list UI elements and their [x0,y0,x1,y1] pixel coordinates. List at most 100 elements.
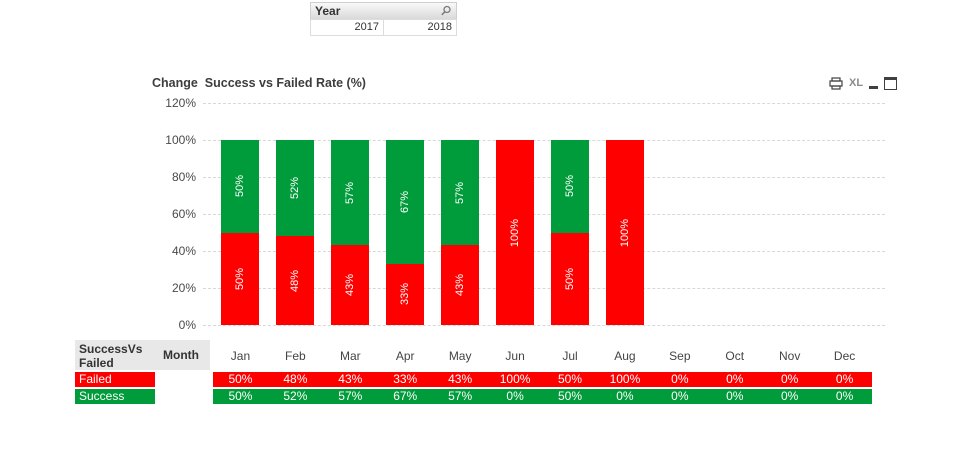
month-header-jun: Jun [505,349,525,363]
year-value-2018[interactable]: 2018 [383,20,456,35]
y-tick-label: 0% [178,318,196,332]
bar-segment-failed[interactable]: 43% [441,245,480,325]
stacked-bar-plot: 50% 50% 52% 48% 57% 43% 67% 33% 57% 43% 100% 50% 50%… [203,103,885,326]
year-listbox-header[interactable]: Year [310,2,457,19]
table-cell-success-may[interactable]: 57% [448,389,473,403]
gridline [203,288,885,289]
bar-segment-failed[interactable]: 50% [550,232,589,325]
bar-segment-success[interactable]: 52% [276,140,315,237]
gridline [203,214,885,215]
bar-segment-failed[interactable]: 33% [386,263,425,325]
y-tick-label: 40% [171,244,196,258]
year-value-2017[interactable]: 2017 [311,20,383,35]
table-cell-failed-nov[interactable]: 0% [781,372,799,386]
bar-may[interactable]: 57% 43% [441,140,480,325]
table-cell-failed-feb[interactable]: 48% [283,372,308,386]
bar-segment-label: 48% [289,269,302,292]
bar-segment-label: 67% [399,190,412,213]
bar-segment-failed[interactable]: 50% [221,232,260,325]
table-cell-success-mar[interactable]: 57% [338,389,363,403]
table-cell-success-jun[interactable]: 0% [506,389,524,403]
bar-feb[interactable]: 52% 48% [276,140,315,325]
table-month-columns: Jan Feb Mar Apr May Jun Jul Aug Sep Oct Nov Dec [213,340,872,370]
month-header-mar: Mar [339,349,361,363]
bar-segment-failed[interactable]: 43% [331,245,370,325]
table-cell-failed-mar[interactable]: 43% [338,372,363,386]
bar-aug[interactable]: 100% [605,140,644,325]
bar-segment-label: 100% [618,218,631,247]
bar-segment-failed[interactable]: 48% [276,236,315,325]
gridline [203,103,885,104]
gridline [203,177,885,178]
table-cell-success-feb[interactable]: 52% [283,389,308,403]
print-icon[interactable] [829,76,843,90]
chart-caption-icons: XL [829,76,898,90]
bar-segment-failed[interactable]: 100% [605,140,644,325]
bar-apr[interactable]: 67% 33% [386,140,425,325]
table-cell-failed-aug[interactable]: 100% [609,372,641,386]
table-cell-failed-may[interactable]: 43% [448,372,473,386]
month-header-jul: Jul [562,349,578,363]
bar-jul[interactable]: 50% 50% [550,140,589,325]
bar-mar[interactable]: 57% 43% [331,140,370,325]
bar-segment-success[interactable]: 57% [441,140,480,246]
month-header-aug: Aug [614,349,636,363]
table-cell-failed-jan[interactable]: 50% [228,372,253,386]
table-cell-failed-jul[interactable]: 50% [557,372,582,386]
bar-segment-label: 100% [509,218,522,247]
month-header-feb: Feb [285,349,306,363]
bar-segment-success[interactable]: 57% [331,140,370,246]
table-cell-success-dec[interactable]: 0% [835,389,854,403]
maximize-icon[interactable] [884,76,898,90]
gridline [203,251,885,252]
bar-jan[interactable]: 50% 50% [221,140,260,325]
bar-segment-label: 57% [344,181,357,204]
bar-segment-label: 50% [563,267,576,290]
minimize-icon[interactable] [869,85,879,89]
table-row-label-failed[interactable]: Failed [75,372,155,387]
bar-segment-failed[interactable]: 100% [496,140,535,325]
table-cell-success-jul[interactable]: 50% [557,389,582,403]
table-cell-success-sep[interactable]: 0% [671,389,689,403]
bar-segment-success[interactable]: 50% [550,140,589,233]
table-corner-header: SuccessVs Failed [75,340,159,370]
month-header-nov: Nov [779,349,801,363]
gridline [203,140,885,141]
table-row-label-success[interactable]: Success [75,389,155,404]
table-cell-success-oct[interactable]: 0% [726,389,744,403]
bar-segment-label: 43% [454,274,467,297]
gridline [203,325,885,326]
export-excel-icon[interactable]: XL [849,77,864,89]
y-tick-label: 120% [165,96,196,110]
bar-segment-label: 50% [563,175,576,198]
bar-segment-success[interactable]: 50% [221,140,260,233]
year-listbox: Year 2017 2018 [310,2,457,36]
bar-segment-success[interactable]: 67% [386,140,425,264]
table-cell-failed-apr[interactable]: 33% [393,372,418,386]
table-cell-success-jan[interactable]: 50% [228,389,253,403]
search-icon[interactable] [440,5,452,17]
table-cell-success-apr[interactable]: 67% [393,389,418,403]
year-listbox-values: 2017 2018 [310,19,457,36]
table-month-header: Month [157,340,210,370]
year-listbox-title: Year [315,4,341,18]
table-cell-failed-dec[interactable]: 0% [835,372,854,386]
bar-jun[interactable]: 100% [496,140,535,325]
table-cell-failed-oct[interactable]: 0% [726,372,744,386]
bar-segment-label: 50% [234,175,247,198]
bar-segment-label: 43% [344,274,357,297]
table-cell-success-aug[interactable]: 0% [616,389,634,403]
y-tick-label: 100% [165,133,196,147]
month-header-sep: Sep [669,349,691,363]
y-tick-label: 20% [171,281,196,295]
month-header-may: May [448,349,472,363]
chart-title: Change Success vs Failed Rate (%) [152,76,366,90]
bar-segment-label: 33% [399,283,412,306]
bar-segment-label: 57% [454,181,467,204]
table-cell-failed-sep[interactable]: 0% [671,372,689,386]
table-row-success: 50% 52% 57% 67% 57% 0% 50% 0% 0% 0% 0% 0% [213,389,872,404]
table-cell-success-nov[interactable]: 0% [781,389,799,403]
y-tick-label: 60% [171,207,196,221]
table-cell-failed-jun[interactable]: 100% [499,372,531,386]
